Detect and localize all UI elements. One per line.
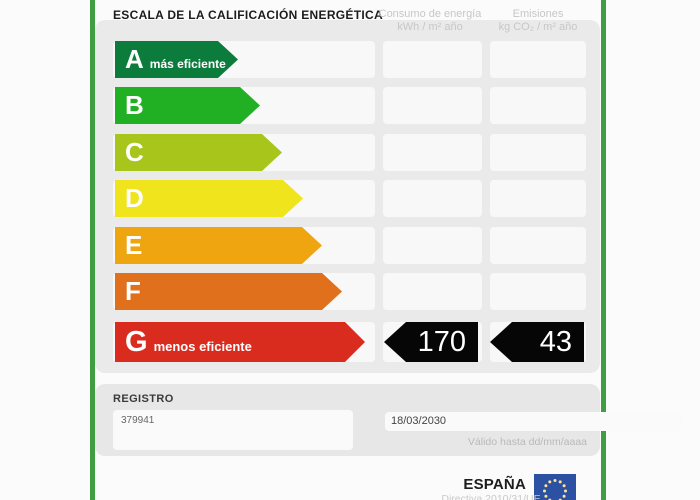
rating-letter-b: B bbox=[125, 90, 144, 120]
valid-until-field[interactable]: 18/03/2030 bbox=[385, 412, 682, 431]
emisiones-value-box-f bbox=[490, 273, 586, 310]
consumo-value-box-b bbox=[383, 87, 482, 124]
directive-label: Directiva 2010/31/UE bbox=[441, 493, 541, 500]
right-border-line bbox=[601, 0, 606, 500]
consumo-column-header: Consumo de energía kWh / m² año bbox=[376, 8, 484, 34]
rating-bar-e: E bbox=[115, 227, 322, 264]
consumo-value-box-e bbox=[383, 227, 482, 264]
consumo-value-box-f bbox=[383, 273, 482, 310]
valid-until-value: 18/03/2030 bbox=[391, 415, 447, 427]
valid-until-hint: Válido hasta dd/mm/aaaa bbox=[467, 436, 587, 448]
rating-letter-a: A bbox=[125, 44, 144, 74]
emisiones-value-arrow: 43 bbox=[490, 322, 584, 362]
consumo-header-line1: Consumo de energía bbox=[378, 8, 482, 20]
consumo-value-arrow: 170 bbox=[384, 322, 478, 362]
emisiones-column-header: Emisiones kg CO₂ / m² año bbox=[486, 8, 590, 34]
emisiones-header-line2: kg CO₂ / m² año bbox=[498, 21, 578, 33]
scale-title: ESCALA DE LA CALIFICACIÓN ENERGÉTICA bbox=[113, 8, 383, 22]
consumo-header-line2: kWh / m² año bbox=[397, 21, 463, 33]
rating-letter-d: D bbox=[125, 183, 144, 213]
registro-panel: REGISTRO 379941 18/03/2030 Válido hasta … bbox=[95, 384, 682, 456]
rating-letter-g: G bbox=[125, 325, 148, 358]
emisiones-value-box-c bbox=[490, 134, 586, 171]
registro-number-value: 379941 bbox=[121, 415, 155, 426]
consumo-value-box-a bbox=[383, 41, 482, 78]
rating-label-g: menos eficiente bbox=[153, 339, 252, 354]
rating-letter-c: C bbox=[125, 137, 144, 167]
left-border-line bbox=[90, 0, 95, 500]
emisiones-value-box-e bbox=[490, 227, 586, 264]
eu-flag-icon bbox=[534, 474, 576, 500]
rating-bar-f: F bbox=[115, 273, 342, 310]
rating-letter-e: E bbox=[125, 230, 143, 260]
consumo-value-box-d bbox=[383, 180, 482, 217]
emisiones-value-box-a bbox=[490, 41, 586, 78]
registro-title: REGISTRO bbox=[113, 393, 174, 405]
rating-bar-c: C bbox=[115, 134, 282, 171]
rating-letter-f: F bbox=[125, 276, 141, 306]
rating-bar-b: B bbox=[115, 87, 260, 124]
emisiones-header-line1: Emisiones bbox=[512, 8, 564, 20]
emisiones-value-box-b bbox=[490, 87, 586, 124]
emisiones-value-box-d bbox=[490, 180, 586, 217]
country-label: ESPAÑA bbox=[463, 476, 526, 493]
rating-bar-d: D bbox=[115, 180, 303, 217]
rating-label-a: más eficiente bbox=[149, 57, 226, 71]
consumo-value-box-c bbox=[383, 134, 482, 171]
registro-number-field[interactable]: 379941 bbox=[113, 410, 353, 450]
